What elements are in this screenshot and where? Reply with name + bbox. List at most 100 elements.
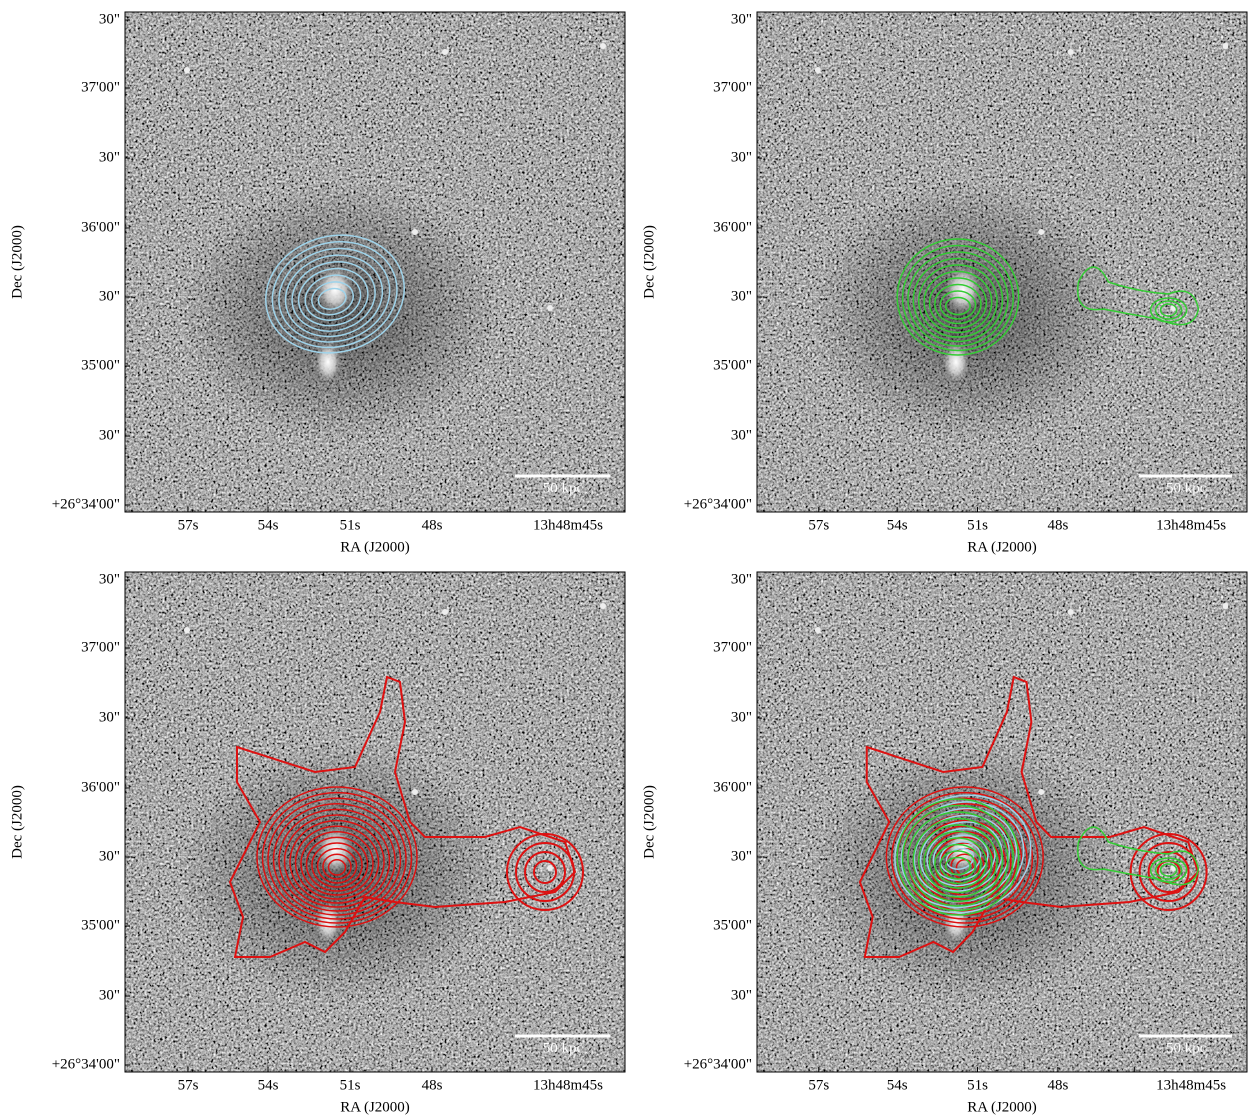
contour-green	[1154, 300, 1183, 320]
contour-green	[917, 264, 998, 338]
scale-bar-label: 50 kpc	[1166, 480, 1207, 496]
contour-blue	[304, 274, 362, 321]
y-tick-label: 37'00"	[81, 79, 120, 95]
x-tick-label: 13h48m45s	[1156, 517, 1226, 533]
contour-green	[939, 850, 977, 880]
contour-green	[934, 843, 982, 885]
contour-blue	[900, 801, 1025, 909]
contour-blue	[297, 267, 369, 327]
frame	[124, 571, 626, 1073]
x-tick-label: 51s	[340, 517, 361, 533]
y-tick-label: 37'00"	[713, 639, 752, 655]
contour-green	[1076, 266, 1200, 326]
y-tick-label: 30"	[99, 288, 120, 304]
contour-green	[944, 296, 971, 316]
contour-red	[278, 808, 396, 912]
contour-green	[901, 804, 1015, 912]
star	[547, 305, 553, 311]
y-tick-label: 30"	[99, 427, 120, 443]
y-axis-label: Dec (J2000)	[9, 225, 25, 299]
y-tick-label: 30"	[731, 427, 752, 443]
contour-red	[891, 791, 1039, 924]
contour-green	[1076, 826, 1200, 886]
y-tick-label: 30"	[731, 288, 752, 304]
contour-green	[912, 257, 1004, 343]
contour-red	[311, 842, 363, 888]
x-tick-label: 13h48m45s	[533, 1077, 603, 1093]
contour-red	[524, 851, 566, 893]
y-tick-label: +26°34'00"	[52, 1056, 120, 1072]
star	[1038, 789, 1045, 795]
contour-blue	[278, 247, 391, 343]
x-tick-label: 13h48m45s	[1156, 1077, 1226, 1093]
star	[1067, 49, 1074, 55]
star	[600, 43, 606, 49]
galaxy-tail	[314, 340, 342, 384]
contour-green	[912, 817, 1004, 903]
contour-green	[923, 830, 993, 894]
y-tick-label: 35'00"	[713, 917, 752, 933]
y-tick-label: 30"	[99, 571, 120, 587]
y-tick-label: 35'00"	[81, 917, 120, 933]
y-tick-label: 36'00"	[713, 219, 752, 235]
star	[184, 627, 190, 633]
y-tick-label: 30"	[99, 709, 120, 725]
contour-green	[1149, 297, 1188, 323]
x-axis-label: RA (J2000)	[340, 1099, 410, 1115]
star	[547, 865, 553, 871]
x-tick-label: 57s	[808, 1077, 829, 1093]
contour-red	[300, 831, 374, 896]
panel: 30" 37'00" 30" 36'00" 30" 35'00" 30" +26°34'00"…	[9, 11, 626, 555]
y-tick-label: 30"	[99, 987, 120, 1003]
y-axis-label: Dec (J2000)	[641, 785, 657, 859]
x-axis-label: RA (J2000)	[967, 1099, 1037, 1115]
y-tick-label: 37'00"	[81, 639, 120, 655]
y-axis-label: Dec (J2000)	[641, 225, 657, 299]
contour-red	[515, 842, 575, 902]
x-tick-label: 51s	[340, 1077, 361, 1093]
contour-blue	[284, 254, 384, 338]
y-tick-label: 30"	[99, 11, 120, 27]
panel: 30" 37'00" 30" 36'00" 30" 35'00" 30" +26°34'00"…	[641, 11, 1248, 555]
contour-green	[928, 837, 988, 889]
star	[184, 67, 190, 73]
contour-green	[896, 798, 1020, 916]
x-tick-label: 48s	[422, 517, 443, 533]
x-tick-label: 54s	[258, 517, 279, 533]
frame	[756, 571, 1248, 1073]
contour-red	[955, 859, 974, 876]
scale-bar-label: 50 kpc	[1166, 1040, 1207, 1056]
y-tick-label: 30"	[731, 709, 752, 725]
contour-red	[261, 791, 413, 924]
y-tick-label: 36'00"	[713, 779, 752, 795]
contour-green	[934, 283, 982, 325]
contour-red	[228, 675, 577, 958]
x-tick-label: 48s	[1047, 517, 1068, 533]
contour-blue	[264, 234, 406, 354]
x-axis-label: RA (J2000)	[967, 539, 1037, 555]
contour-green	[1159, 863, 1178, 877]
contour-blue	[291, 261, 376, 332]
contour-green	[944, 856, 971, 876]
x-tick-label: 13h48m45s	[533, 517, 603, 533]
contour-blue	[317, 287, 347, 310]
y-tick-label: 30"	[731, 149, 752, 165]
star	[1067, 609, 1074, 615]
frame	[124, 11, 626, 513]
contour-blue	[271, 241, 398, 349]
y-tick-label: 30"	[731, 987, 752, 1003]
star	[600, 603, 606, 609]
contour-green	[901, 244, 1015, 352]
y-tick-label: 37'00"	[713, 79, 752, 95]
contour-red	[256, 786, 418, 928]
panel: 30" 37'00" 30" 36'00" 30" 35'00" 30" +26°34'00"…	[9, 571, 626, 1115]
galaxy	[943, 264, 983, 316]
contour-red	[506, 833, 584, 911]
contour-blue	[311, 281, 354, 316]
y-tick-label: 30"	[731, 11, 752, 27]
contour-red	[272, 803, 402, 916]
x-tick-label: 54s	[258, 1077, 279, 1093]
x-tick-label: 57s	[808, 517, 829, 533]
y-tick-label: 30"	[99, 848, 120, 864]
